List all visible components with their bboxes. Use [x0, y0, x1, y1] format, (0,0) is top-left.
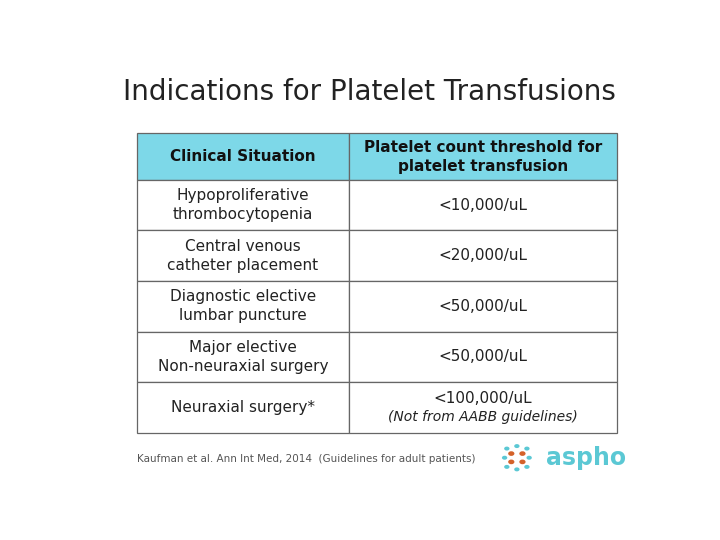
Circle shape: [508, 460, 514, 464]
Text: Kaufman et al. Ann Int Med, 2014  (Guidelines for adult patients): Kaufman et al. Ann Int Med, 2014 (Guidel…: [138, 454, 476, 464]
Text: <100,000/uL: <100,000/uL: [433, 391, 532, 406]
Circle shape: [524, 465, 530, 469]
Text: Clinical Situation: Clinical Situation: [170, 149, 316, 164]
Bar: [348, 281, 617, 332]
Bar: [348, 180, 617, 231]
Text: (Not from AABB guidelines): (Not from AABB guidelines): [388, 410, 578, 424]
Circle shape: [502, 456, 508, 460]
Bar: [348, 382, 617, 433]
Text: aspho: aspho: [546, 446, 626, 470]
Text: Platelet count threshold for
platelet transfusion: Platelet count threshold for platelet tr…: [364, 139, 602, 174]
Text: Indications for Platelet Transfusions: Indications for Platelet Transfusions: [122, 78, 616, 106]
Text: Neuraxial surgery*: Neuraxial surgery*: [171, 400, 315, 415]
Circle shape: [508, 451, 514, 456]
Text: <10,000/uL: <10,000/uL: [438, 198, 528, 213]
Bar: [138, 231, 348, 281]
Bar: [348, 332, 617, 382]
Circle shape: [504, 447, 510, 450]
Circle shape: [519, 460, 526, 464]
Circle shape: [526, 456, 532, 460]
Bar: [138, 133, 348, 180]
Text: <50,000/uL: <50,000/uL: [438, 299, 528, 314]
Circle shape: [514, 444, 520, 448]
Circle shape: [524, 447, 530, 450]
Text: Central venous
catheter placement: Central venous catheter placement: [168, 239, 318, 273]
Bar: [138, 382, 348, 433]
Circle shape: [514, 468, 520, 471]
Bar: [348, 133, 617, 180]
Text: <20,000/uL: <20,000/uL: [438, 248, 528, 263]
Circle shape: [504, 465, 510, 469]
Circle shape: [519, 451, 526, 456]
Text: Diagnostic elective
lumbar puncture: Diagnostic elective lumbar puncture: [170, 289, 316, 323]
Text: <50,000/uL: <50,000/uL: [438, 349, 528, 364]
Text: Hypoproliferative
thrombocytopenia: Hypoproliferative thrombocytopenia: [173, 188, 313, 222]
Bar: [348, 231, 617, 281]
Text: Major elective
Non-neuraxial surgery: Major elective Non-neuraxial surgery: [158, 340, 328, 374]
Bar: [138, 332, 348, 382]
Bar: [138, 281, 348, 332]
Bar: [138, 180, 348, 231]
